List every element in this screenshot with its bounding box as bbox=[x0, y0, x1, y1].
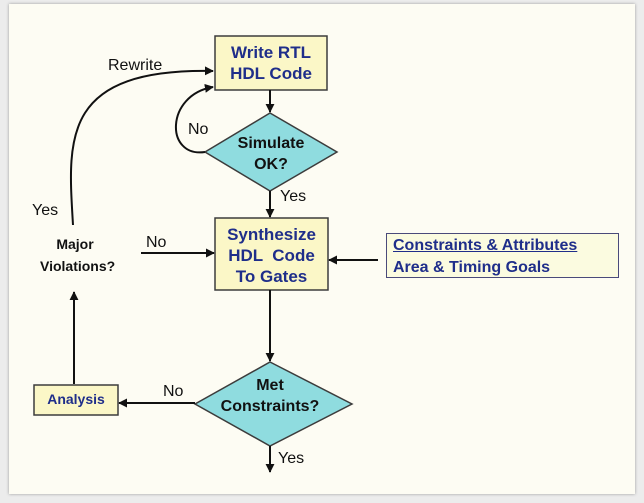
constraints-panel: Constraints & Attributes Area & Timing G… bbox=[386, 233, 619, 278]
major-line-1: Major bbox=[56, 236, 94, 252]
simulate-line-2: OK? bbox=[254, 156, 288, 173]
arrow-simulate-no-loop bbox=[174, 83, 214, 154]
met-line-2: Constraints? bbox=[220, 398, 320, 415]
analysis-box bbox=[33, 384, 119, 416]
synthesize-label: Synthesize HDL Code To Gates bbox=[215, 224, 328, 287]
simulate-yes-label: Yes bbox=[280, 188, 307, 205]
met-yes-label: Yes bbox=[278, 450, 305, 467]
rewrite-label: Rewrite bbox=[108, 57, 163, 74]
synthesize-box bbox=[214, 217, 329, 291]
met-constraints-label: Met Constraints? bbox=[200, 375, 340, 417]
major-line-2: Violations? bbox=[40, 258, 116, 274]
write-rtl-line-1: Write RTL bbox=[231, 43, 311, 62]
area-timing-goals-text: Area & Timing Goals bbox=[393, 259, 551, 276]
met-no-label: No bbox=[163, 383, 184, 400]
write-rtl-box bbox=[214, 35, 328, 91]
write-rtl-line-2: HDL Code bbox=[230, 64, 312, 83]
synthesize-line-1: Synthesize bbox=[227, 225, 316, 244]
arrow-major-yes-rewrite bbox=[70, 66, 214, 226]
constraints-attributes-link[interactable]: Constraints & Attributes bbox=[393, 237, 578, 254]
major-no-label: No bbox=[146, 234, 167, 251]
analysis-label: Analysis bbox=[47, 391, 105, 407]
synthesize-line-3: To Gates bbox=[235, 267, 308, 286]
simulate-label: Simulate OK? bbox=[215, 133, 327, 175]
major-yes-label: Yes bbox=[32, 202, 59, 219]
synthesize-line-2: HDL Code bbox=[228, 246, 315, 265]
simulate-no-label: No bbox=[188, 121, 209, 138]
simulate-line-1: Simulate bbox=[237, 135, 305, 152]
met-line-1: Met bbox=[256, 377, 284, 394]
write-rtl-label: Write RTL HDL Code bbox=[215, 42, 327, 84]
major-violations-label: Major Violations? bbox=[40, 233, 116, 277]
